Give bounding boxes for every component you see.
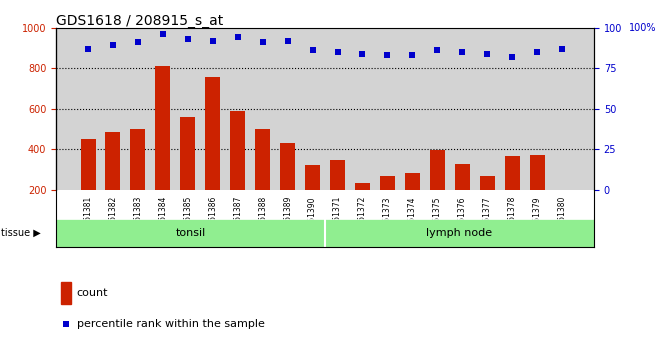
Point xyxy=(232,34,243,40)
Point xyxy=(457,49,467,55)
Point xyxy=(507,54,517,60)
Bar xyxy=(529,155,544,190)
Point xyxy=(432,48,443,53)
Bar xyxy=(355,183,370,190)
Bar xyxy=(230,111,246,190)
Point xyxy=(332,49,343,55)
Bar xyxy=(380,176,395,190)
Point xyxy=(282,38,293,43)
Bar xyxy=(325,219,594,247)
Bar xyxy=(61,282,71,304)
Point xyxy=(482,51,492,56)
Text: count: count xyxy=(77,288,108,298)
Point xyxy=(183,36,193,42)
Point xyxy=(557,46,568,51)
Bar xyxy=(56,219,325,247)
Bar xyxy=(330,160,345,190)
Bar xyxy=(155,66,170,190)
Point xyxy=(207,38,218,43)
Bar xyxy=(505,156,519,190)
Bar xyxy=(255,129,270,190)
Point xyxy=(257,39,268,45)
Point xyxy=(61,322,71,327)
Bar xyxy=(205,77,220,190)
Text: lymph node: lymph node xyxy=(426,228,492,238)
Text: tonsil: tonsil xyxy=(176,228,206,238)
Bar xyxy=(405,172,420,190)
Text: percentile rank within the sample: percentile rank within the sample xyxy=(77,319,265,329)
Bar xyxy=(305,166,320,190)
Bar xyxy=(106,132,121,190)
Point xyxy=(382,52,393,58)
Point xyxy=(82,46,93,51)
Bar xyxy=(455,164,470,190)
Bar xyxy=(280,143,295,190)
Text: tissue ▶: tissue ▶ xyxy=(1,228,41,238)
Point xyxy=(108,43,118,48)
Bar xyxy=(81,139,96,190)
Bar xyxy=(480,176,495,190)
Point xyxy=(357,51,368,56)
Point xyxy=(158,31,168,37)
Point xyxy=(308,48,318,53)
Point xyxy=(407,52,418,58)
Point xyxy=(532,49,543,55)
Bar xyxy=(131,129,145,190)
Bar xyxy=(180,117,195,190)
Text: GDS1618 / 208915_s_at: GDS1618 / 208915_s_at xyxy=(56,14,223,28)
Bar xyxy=(430,150,445,190)
Text: 100%: 100% xyxy=(629,23,657,32)
Point xyxy=(133,39,143,45)
